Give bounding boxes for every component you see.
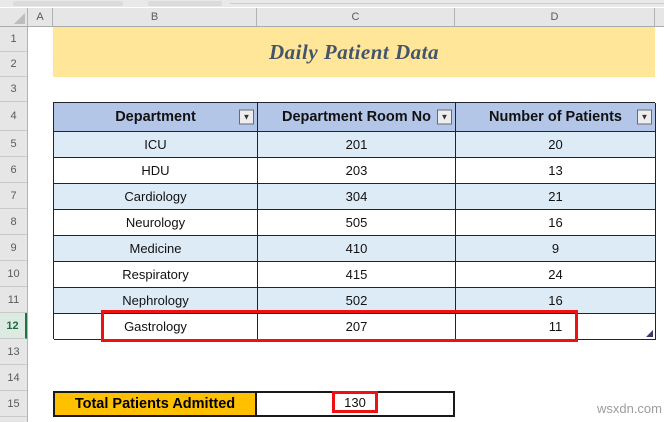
highlight-box-total-value: 130 xyxy=(332,391,378,413)
table-cell[interactable]: Respiratory xyxy=(54,262,258,288)
filter-caret-icon: ▼ xyxy=(242,112,251,121)
page-title: Daily Patient Data xyxy=(269,39,439,64)
table-cell[interactable]: HDU xyxy=(54,158,258,184)
top-chrome xyxy=(0,0,664,7)
row-header-bar: 1 2 3 4 5 6 7 8 9 10 11 12 13 14 15 xyxy=(0,27,28,422)
table-cell[interactable]: 207 xyxy=(258,314,456,340)
select-all-corner[interactable] xyxy=(0,8,28,26)
row-header-1[interactable]: 1 xyxy=(0,27,27,52)
row-header-9[interactable]: 9 xyxy=(0,235,27,261)
table-cell[interactable]: 415 xyxy=(258,262,456,288)
table-cell[interactable]: 21 xyxy=(456,184,656,210)
total-label-cell[interactable]: Total Patients Admitted xyxy=(53,391,257,417)
row-header-5[interactable]: 5 xyxy=(0,131,27,157)
table-cell[interactable]: Medicine xyxy=(54,236,258,262)
filter-caret-icon: ▼ xyxy=(440,112,449,121)
row-header-15[interactable]: 15 xyxy=(0,391,27,417)
row-header-7[interactable]: 7 xyxy=(0,183,27,209)
column-header-b[interactable]: B xyxy=(53,8,257,26)
table-cell[interactable]: 20 xyxy=(456,132,656,158)
watermark: wsxdn.com xyxy=(596,401,662,416)
row-header-11[interactable]: 11 xyxy=(0,287,27,313)
total-value: 130 xyxy=(344,394,366,410)
table-cell[interactable]: Nephrology xyxy=(54,288,258,314)
table-cell[interactable]: Cardiology xyxy=(54,184,258,210)
row-header-14[interactable]: 14 xyxy=(0,365,27,391)
filter-button-room-no[interactable]: ▼ xyxy=(437,109,452,125)
filter-caret-icon: ▼ xyxy=(640,112,649,121)
column-header-c[interactable]: C xyxy=(257,8,455,26)
header-label: Number of Patients xyxy=(489,109,622,125)
table-cell[interactable]: 11 xyxy=(456,314,656,340)
table-cell[interactable]: 502 xyxy=(258,288,456,314)
table-cell[interactable]: 203 xyxy=(258,158,456,184)
column-header-a[interactable]: A xyxy=(28,8,53,26)
table-cell[interactable]: 24 xyxy=(456,262,656,288)
row-header-13[interactable]: 13 xyxy=(0,339,27,365)
table-cell[interactable]: ICU xyxy=(54,132,258,158)
filter-button-patients[interactable]: ▼ xyxy=(637,109,652,125)
row-header-12-active[interactable]: 12 xyxy=(0,313,27,339)
column-header-bar: A B C D xyxy=(0,8,664,27)
header-cell-room-no[interactable]: Department Room No ▼ xyxy=(258,103,456,132)
table-cell[interactable]: 9 xyxy=(456,236,656,262)
table-cell[interactable]: 13 xyxy=(456,158,656,184)
table-resize-handle[interactable] xyxy=(646,330,653,337)
table-cell[interactable]: 304 xyxy=(258,184,456,210)
header-label: Department Room No xyxy=(281,109,432,125)
chrome-segment xyxy=(148,1,222,6)
header-label: Department xyxy=(115,109,196,125)
select-all-triangle-icon xyxy=(14,13,25,24)
table-cell[interactable]: 201 xyxy=(258,132,456,158)
table-cell[interactable]: 505 xyxy=(258,210,456,236)
filter-button-department[interactable]: ▼ xyxy=(239,109,254,125)
table-cell[interactable]: Gastrology xyxy=(54,314,258,340)
row-header-6[interactable]: 6 xyxy=(0,157,27,183)
header-cell-patients[interactable]: Number of Patients ▼ xyxy=(456,103,656,132)
table-cell[interactable]: 16 xyxy=(456,210,656,236)
header-cell-department[interactable]: Department ▼ xyxy=(54,103,258,132)
row-header-8[interactable]: 8 xyxy=(0,209,27,235)
chrome-divider xyxy=(230,3,664,4)
chrome-segment xyxy=(13,1,123,6)
row-header-2[interactable]: 2 xyxy=(0,52,27,77)
table-cell[interactable]: 16 xyxy=(456,288,656,314)
column-header-d[interactable]: D xyxy=(455,8,655,26)
row-header-4[interactable]: 4 xyxy=(0,102,27,131)
table-cell[interactable]: 410 xyxy=(258,236,456,262)
table-cell[interactable]: Neurology xyxy=(54,210,258,236)
patient-table: Department ▼ Department Room No ▼ Number… xyxy=(53,102,656,340)
title-cell[interactable]: Daily Patient Data xyxy=(53,27,655,77)
row-header-3[interactable]: 3 xyxy=(0,77,27,102)
row-header-10[interactable]: 10 xyxy=(0,261,27,287)
